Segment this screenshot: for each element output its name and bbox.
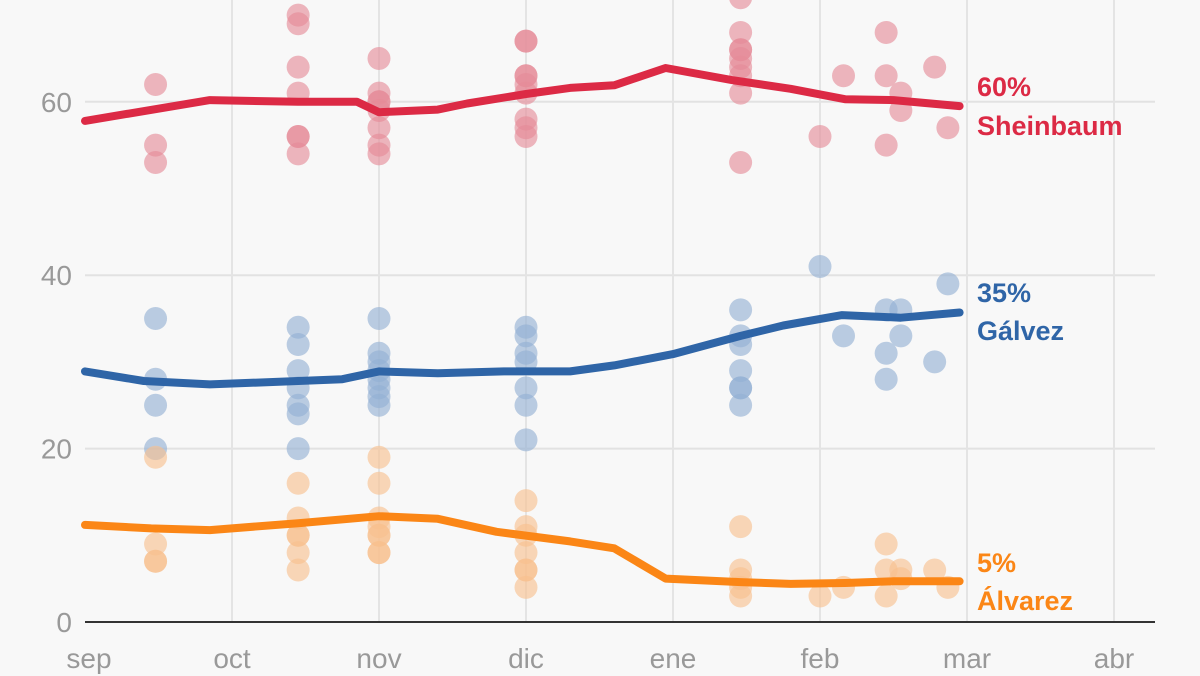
poll-dot-0-5: [286, 55, 310, 79]
poll-dot-1-36: [874, 341, 898, 365]
poll-dot-0-10: [367, 46, 391, 70]
x-tick-label-sep: sep: [66, 643, 111, 674]
poll-dot-0-39: [874, 64, 898, 88]
trend-lines: [81, 64, 964, 588]
poll-dot-0-43: [923, 55, 947, 79]
poll-dot-0-0: [144, 72, 168, 96]
sheinbaum-name-label: Sheinbaum: [977, 111, 1123, 141]
series-end-labels: 60% Sheinbaum 35% Gálvez 5% Álvarez: [977, 72, 1123, 616]
poll-dot-1-2: [144, 393, 168, 417]
poll-dot-0-27: [729, 0, 752, 10]
trend-line-1: [81, 308, 964, 389]
sheinbaum-value-label: 60%: [977, 72, 1031, 102]
poll-dot-1-33: [808, 255, 832, 279]
poll-dot-1-37: [874, 367, 898, 391]
poll-dot-1-18: [367, 393, 391, 417]
poll-dot-1-4: [286, 315, 310, 339]
poll-dot-1-26: [729, 298, 753, 322]
x-tick-label-mar: mar: [943, 643, 991, 674]
poll-dot-1-25: [514, 428, 538, 452]
poll-dot-1-20: [514, 324, 538, 348]
poll-dot-1-32: [729, 393, 753, 417]
poll-dot-2-25: [729, 515, 753, 539]
poll-dot-2-10: [367, 445, 391, 469]
poll-dot-0-1: [144, 133, 168, 157]
poll-dot-2-3: [144, 549, 168, 573]
poll-dot-1-29: [729, 359, 753, 383]
poll-dot-0-26: [514, 124, 538, 148]
poll-dot-1-5: [286, 333, 310, 357]
poll-dot-2-8: [286, 541, 310, 565]
poll-dot-2-9: [286, 558, 310, 582]
x-tick-label-ene: ene: [650, 643, 697, 674]
poll-dot-1-24: [514, 393, 538, 417]
poll-dot-0-17: [367, 142, 391, 166]
poll-dot-2-32: [874, 532, 898, 556]
galvez-name-label: Gálvez: [977, 316, 1064, 346]
alvarez-name-label: Álvarez: [977, 585, 1073, 616]
trend-line-2: [81, 512, 964, 588]
poll-dot-2-18: [514, 489, 538, 513]
poll-dot-1-0: [144, 307, 168, 331]
poll-dot-2-23: [514, 558, 538, 582]
galvez-value-label: 35%: [977, 278, 1031, 308]
y-tick-label-20: 20: [41, 434, 72, 465]
poll-dot-1-23: [514, 376, 538, 400]
y-gridlines: [85, 100, 1155, 450]
poll-dot-1-10: [286, 437, 310, 461]
poll-dot-2-24: [514, 575, 538, 599]
poll-dot-1-34: [832, 324, 856, 348]
poll-dot-2-30: [808, 584, 832, 608]
poll-dot-0-2: [144, 150, 168, 174]
x-tick-label-nov: nov: [356, 643, 401, 674]
poll-dot-2-4: [286, 471, 310, 495]
poll-dot-0-8: [286, 124, 310, 148]
poll-dot-2-7: [286, 523, 310, 547]
poll-dot-0-44: [936, 116, 960, 140]
poll-dot-2-37: [923, 558, 947, 582]
poll-dot-1-41: [936, 272, 960, 296]
poll-dot-1-31: [729, 376, 753, 400]
y-tick-label-0: 0: [56, 607, 72, 638]
poll-dot-2-17: [367, 541, 391, 565]
poll-dot-1-39: [889, 324, 913, 348]
x-tick-label-feb: feb: [801, 643, 840, 674]
poll-dot-0-15: [367, 116, 391, 140]
y-axis-labels: 0 20 40 60: [41, 87, 72, 638]
x-tick-label-oct: oct: [213, 643, 251, 674]
y-tick-label-60: 60: [41, 87, 72, 118]
poll-dot-2-15: [367, 523, 391, 547]
poll-dot-2-29: [729, 584, 753, 608]
x-axis-labels: sep oct nov dic ene feb mar abr: [66, 643, 1134, 674]
poll-dot-0-4: [286, 12, 310, 36]
poll-dot-0-36: [808, 124, 832, 148]
poll-dot-2-34: [874, 584, 898, 608]
poll-dot-0-37: [832, 64, 856, 88]
trend-line-0: [81, 64, 964, 125]
alvarez-value-label: 5%: [977, 548, 1016, 578]
poll-dot-1-9: [286, 402, 310, 426]
poll-dot-2-1: [144, 532, 168, 556]
poll-dot-1-40: [923, 350, 947, 374]
poll-dot-0-38: [874, 20, 898, 44]
y-tick-label-40: 40: [41, 260, 72, 291]
poll-dot-0-9: [286, 142, 310, 166]
poll-dot-0-28: [729, 20, 753, 44]
poll-dot-0-19: [514, 29, 538, 53]
poll-dot-2-11: [367, 471, 391, 495]
poll-dot-2-21: [514, 541, 538, 565]
poll-dot-1-6: [286, 359, 310, 383]
poll-dot-0-40: [874, 133, 898, 157]
poll-dot-0-34: [729, 81, 753, 105]
poll-dot-2-0: [144, 445, 168, 469]
poll-dot-0-35: [729, 150, 753, 174]
poll-dot-1-11: [367, 307, 391, 331]
x-tick-label-dic: dic: [508, 643, 544, 674]
x-tick-label-abr: abr: [1094, 643, 1134, 674]
